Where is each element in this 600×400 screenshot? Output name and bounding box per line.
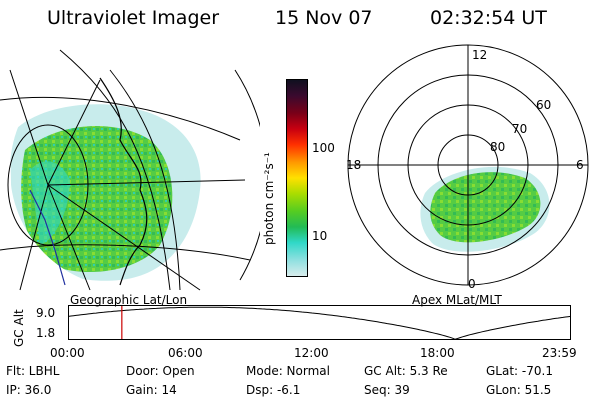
time-tick-1800: 18:00 [420, 346, 455, 360]
colorbar-tick-100: 100 [312, 141, 335, 155]
mlat-label-70: 70 [512, 122, 527, 136]
glat-info: GLat: -70.1 [486, 364, 553, 378]
auroral-oval [430, 172, 541, 243]
door-info: Door: Open [126, 364, 195, 378]
time-tick-1200: 12:00 [294, 346, 329, 360]
seq-info: Seq: 39 [364, 383, 410, 397]
geographic-image-panel [0, 49, 260, 291]
time-tick-0000: 00:00 [50, 346, 85, 360]
colorbar-unit-label: photon cm⁻²s⁻¹ [262, 152, 276, 245]
color-scale-bar [286, 79, 308, 277]
altitude-ytick-min: 1.8 [36, 326, 56, 340]
coastline [99, 77, 148, 286]
gain-info: Gain: 14 [126, 383, 177, 397]
altitude-plot-frame [68, 305, 571, 340]
polar-grid [347, 44, 589, 286]
instrument-title: Ultraviolet Imager [47, 7, 220, 29]
mlt-label-6: 6 [576, 158, 584, 172]
dsp-info: Dsp: -6.1 [246, 383, 301, 397]
observation-time: 02:32:54 UT [430, 7, 547, 29]
mlt-label-0: 0 [468, 277, 476, 291]
time-tick-2359: 23:59 [542, 346, 577, 360]
altitude-plot [68, 305, 571, 340]
colorbar-tick-10: 10 [312, 229, 328, 243]
altitude-curve [68, 306, 571, 340]
cyan-emission-patch [30, 161, 70, 245]
mlat-mlt-polar-plot: 12 18 6 0 60 70 80 [346, 44, 589, 291]
apex-caption: Apex MLat/MLT [412, 293, 502, 307]
glon-info: GLon: 51.5 [486, 383, 552, 397]
altitude-ylabel: GC Alt [12, 309, 26, 347]
mlt-label-12: 12 [472, 48, 487, 62]
filter-info: Flt: LBHL [6, 364, 60, 378]
mlat-label-80: 80 [490, 140, 505, 154]
observation-date: 15 Nov 07 [275, 7, 373, 29]
gc-alt-info: GC Alt: 5.3 Re [364, 364, 448, 378]
altitude-ytick-max: 9.0 [36, 306, 56, 320]
mode-info: Mode: Normal [246, 364, 330, 378]
lat-lon-grid [0, 49, 260, 291]
terminator-line [29, 189, 66, 286]
ip-info: IP: 36.0 [6, 383, 52, 397]
geographic-caption: Geographic Lat/Lon [70, 293, 188, 307]
mlat-label-60: 60 [536, 98, 551, 112]
time-tick-0600: 06:00 [168, 346, 203, 360]
mlt-label-18: 18 [346, 158, 361, 172]
